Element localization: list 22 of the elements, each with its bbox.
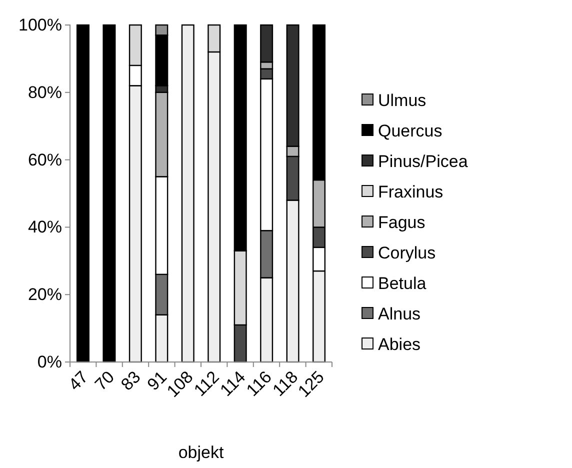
bar <box>102 24 116 363</box>
legend-label: Corylus <box>378 244 436 262</box>
x-axis-title: objekt <box>178 443 224 462</box>
legend-label: Alnus <box>378 304 421 324</box>
y-tick-label: 100% <box>18 15 62 34</box>
y-tick-label: 20% <box>28 285 62 304</box>
x-tick-label: 83 <box>117 367 144 394</box>
legend-label: Ulmus <box>378 91 426 110</box>
x-tick-label: 70 <box>91 367 118 394</box>
legend-label: Quercus <box>378 122 442 140</box>
legend-label: Betula <box>378 274 427 293</box>
legend-label: Pinus/Picea <box>378 152 468 171</box>
x-tick-label: 47 <box>64 367 92 394</box>
bar <box>76 24 90 363</box>
legend-label: Fraxinus <box>378 182 444 202</box>
legend-label: Abies <box>378 335 421 354</box>
y-tick-label: 40% <box>28 218 62 237</box>
y-tick-label: 0% <box>37 352 62 372</box>
bar <box>181 24 194 363</box>
y-tick-label: 80% <box>28 82 62 102</box>
legend-label: Fagus <box>378 213 426 232</box>
y-tick-label: 60% <box>28 150 62 170</box>
